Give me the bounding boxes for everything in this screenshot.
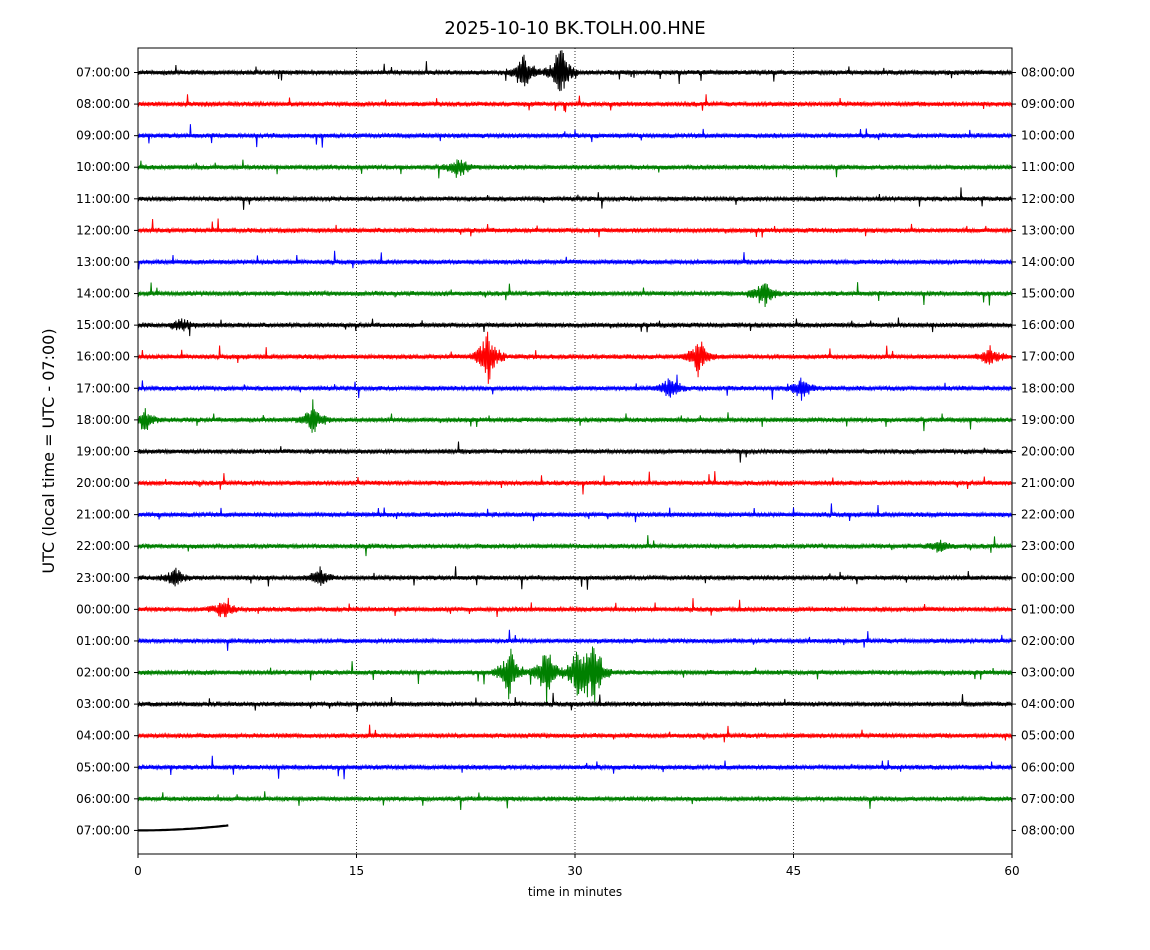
trace-line — [137, 503, 1013, 523]
x-tick-label: 0 — [134, 864, 142, 878]
left-tick-label: 13:00:00 — [76, 255, 130, 269]
right-tick-label: 19:00:00 — [1021, 413, 1075, 427]
right-tick-label: 03:00:00 — [1021, 666, 1075, 680]
right-tick-label: 02:00:00 — [1021, 634, 1075, 648]
left-tick-label: 12:00:00 — [76, 223, 130, 237]
left-tick-label: 21:00:00 — [76, 508, 130, 522]
left-tick-label: 15:00:00 — [76, 318, 130, 332]
x-axis-ticks: 0 15 30 45 60 — [134, 854, 1020, 878]
left-tick-label: 01:00:00 — [76, 634, 130, 648]
left-tick-label: 02:00:00 — [76, 666, 130, 680]
left-tick-label: 09:00:00 — [76, 129, 130, 143]
right-tick-label: 13:00:00 — [1021, 223, 1075, 237]
right-tick-label: 11:00:00 — [1021, 160, 1075, 174]
trace-line — [137, 159, 1013, 179]
left-tick-label: 18:00:00 — [76, 413, 130, 427]
right-tick-label: 12:00:00 — [1021, 192, 1075, 206]
x-tick-label: 60 — [1004, 864, 1019, 878]
x-tick-label: 45 — [786, 864, 801, 878]
trace-line — [137, 629, 1013, 651]
trace-line — [137, 646, 1013, 705]
left-tick-label: 10:00:00 — [76, 160, 130, 174]
left-tick-label: 17:00:00 — [76, 381, 130, 395]
right-tick-labels: 08:00:00 09:00:00 10:00:00 11:00:00 12:00:00… — [1012, 66, 1075, 837]
trace-group — [137, 50, 1013, 832]
left-tick-label: 19:00:00 — [76, 444, 130, 458]
trace-line — [137, 399, 1013, 433]
trace-line — [137, 755, 1013, 780]
left-tick-label: 14:00:00 — [76, 287, 130, 301]
trace-line — [137, 471, 1013, 495]
right-tick-label: 04:00:00 — [1021, 697, 1075, 711]
left-tick-label: 11:00:00 — [76, 192, 130, 206]
right-tick-label: 08:00:00 — [1021, 823, 1075, 837]
left-tick-label: 03:00:00 — [76, 697, 130, 711]
left-tick-label: 20:00:00 — [76, 476, 130, 490]
trace-line — [137, 282, 1013, 308]
trace-line — [137, 566, 1013, 590]
trace-line — [138, 824, 229, 832]
left-tick-label: 08:00:00 — [76, 97, 130, 111]
left-tick-label: 05:00:00 — [76, 760, 130, 774]
trace-line — [137, 597, 1013, 618]
x-tick-label: 30 — [567, 864, 582, 878]
left-tick-label: 23:00:00 — [76, 571, 130, 585]
right-tick-label: 18:00:00 — [1021, 381, 1075, 395]
x-tick-label: 15 — [349, 864, 364, 878]
trace-line — [137, 441, 1013, 463]
right-tick-label: 00:00:00 — [1021, 571, 1075, 585]
x-axis-label: time in minutes — [528, 885, 622, 899]
right-tick-label: 14:00:00 — [1021, 255, 1075, 269]
left-tick-label: 06:00:00 — [76, 792, 130, 806]
right-tick-label: 09:00:00 — [1021, 97, 1075, 111]
y-axis-label: UTC (local time = UTC - 07:00) — [39, 328, 58, 573]
left-tick-label: 07:00:00 — [76, 66, 130, 80]
right-tick-label: 17:00:00 — [1021, 350, 1075, 364]
left-tick-label: 07:00:00 — [76, 823, 130, 837]
right-tick-label: 06:00:00 — [1021, 760, 1075, 774]
left-tick-label: 00:00:00 — [76, 602, 130, 616]
trace-line — [137, 187, 1013, 210]
right-tick-label: 21:00:00 — [1021, 476, 1075, 490]
left-tick-label: 22:00:00 — [76, 539, 130, 553]
left-tick-label: 16:00:00 — [76, 350, 130, 364]
left-tick-label: 04:00:00 — [76, 729, 130, 743]
trace-line — [137, 535, 1013, 557]
right-tick-label: 20:00:00 — [1021, 444, 1075, 458]
right-tick-label: 07:00:00 — [1021, 792, 1075, 806]
right-tick-label: 23:00:00 — [1021, 539, 1075, 553]
right-tick-label: 08:00:00 — [1021, 66, 1075, 80]
right-tick-label: 15:00:00 — [1021, 287, 1075, 301]
right-tick-label: 10:00:00 — [1021, 129, 1075, 143]
trace-line — [137, 331, 1013, 384]
right-tick-label: 16:00:00 — [1021, 318, 1075, 332]
trace-line — [137, 218, 1013, 238]
right-tick-label: 01:00:00 — [1021, 602, 1075, 616]
chart-title: 2025-10-10 BK.TOLH.00.HNE — [444, 18, 705, 39]
right-tick-label: 22:00:00 — [1021, 508, 1075, 522]
right-tick-label: 05:00:00 — [1021, 729, 1075, 743]
trace-line — [137, 50, 1013, 92]
trace-line — [137, 374, 1013, 401]
left-tick-labels: 07:00:00 08:00:00 09:00:00 10:00:00 11:00:00… — [76, 66, 138, 837]
trace-line — [137, 250, 1013, 270]
